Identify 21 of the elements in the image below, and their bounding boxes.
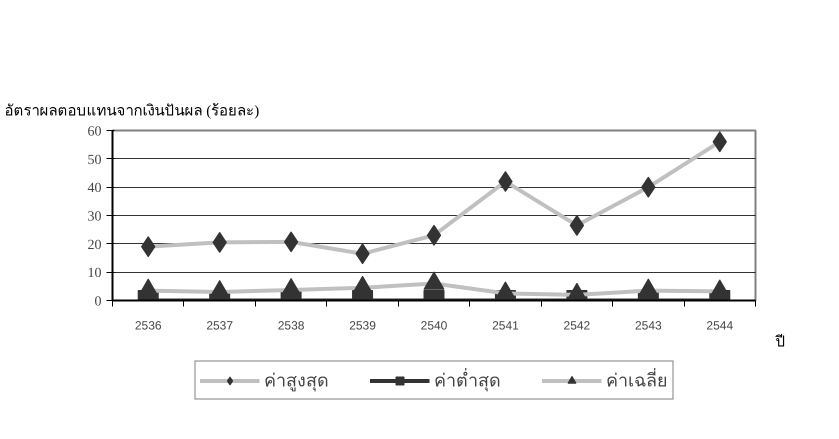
y-tick-label: 10 [88,266,102,282]
y-tick-label: 50 [88,152,102,168]
y-tick-label: 60 [88,124,102,140]
x-tick-label: 2536 [134,318,162,332]
y-tick-label: 30 [88,210,102,224]
y-tick-label: 40 [88,181,102,196]
x-tick-label: 2541 [492,318,520,332]
x-tick-label: 2539 [349,318,376,332]
legend-label: ค่าเฉลี่ย [606,367,668,392]
x-tick-label: 2538 [278,318,305,332]
x-tick-label: 2537 [206,318,234,332]
legend-label: ค่าสูงสุด [264,370,329,394]
y-tick-label: 20 [88,238,102,253]
x-tick-label: 2540 [420,318,448,332]
y-axis-title: อัตราผลตอบแทนจากเงินปันผล (ร้อยละ) [4,102,260,120]
x-axis-title: ปี [774,334,786,350]
y-tick-label: 0 [94,294,102,310]
x-tick-label: 2544 [706,318,734,332]
x-tick-label: 2543 [634,318,662,332]
x-tick-label: 2542 [564,318,591,332]
legend-label: ค่าต่ำสุด [434,367,501,394]
